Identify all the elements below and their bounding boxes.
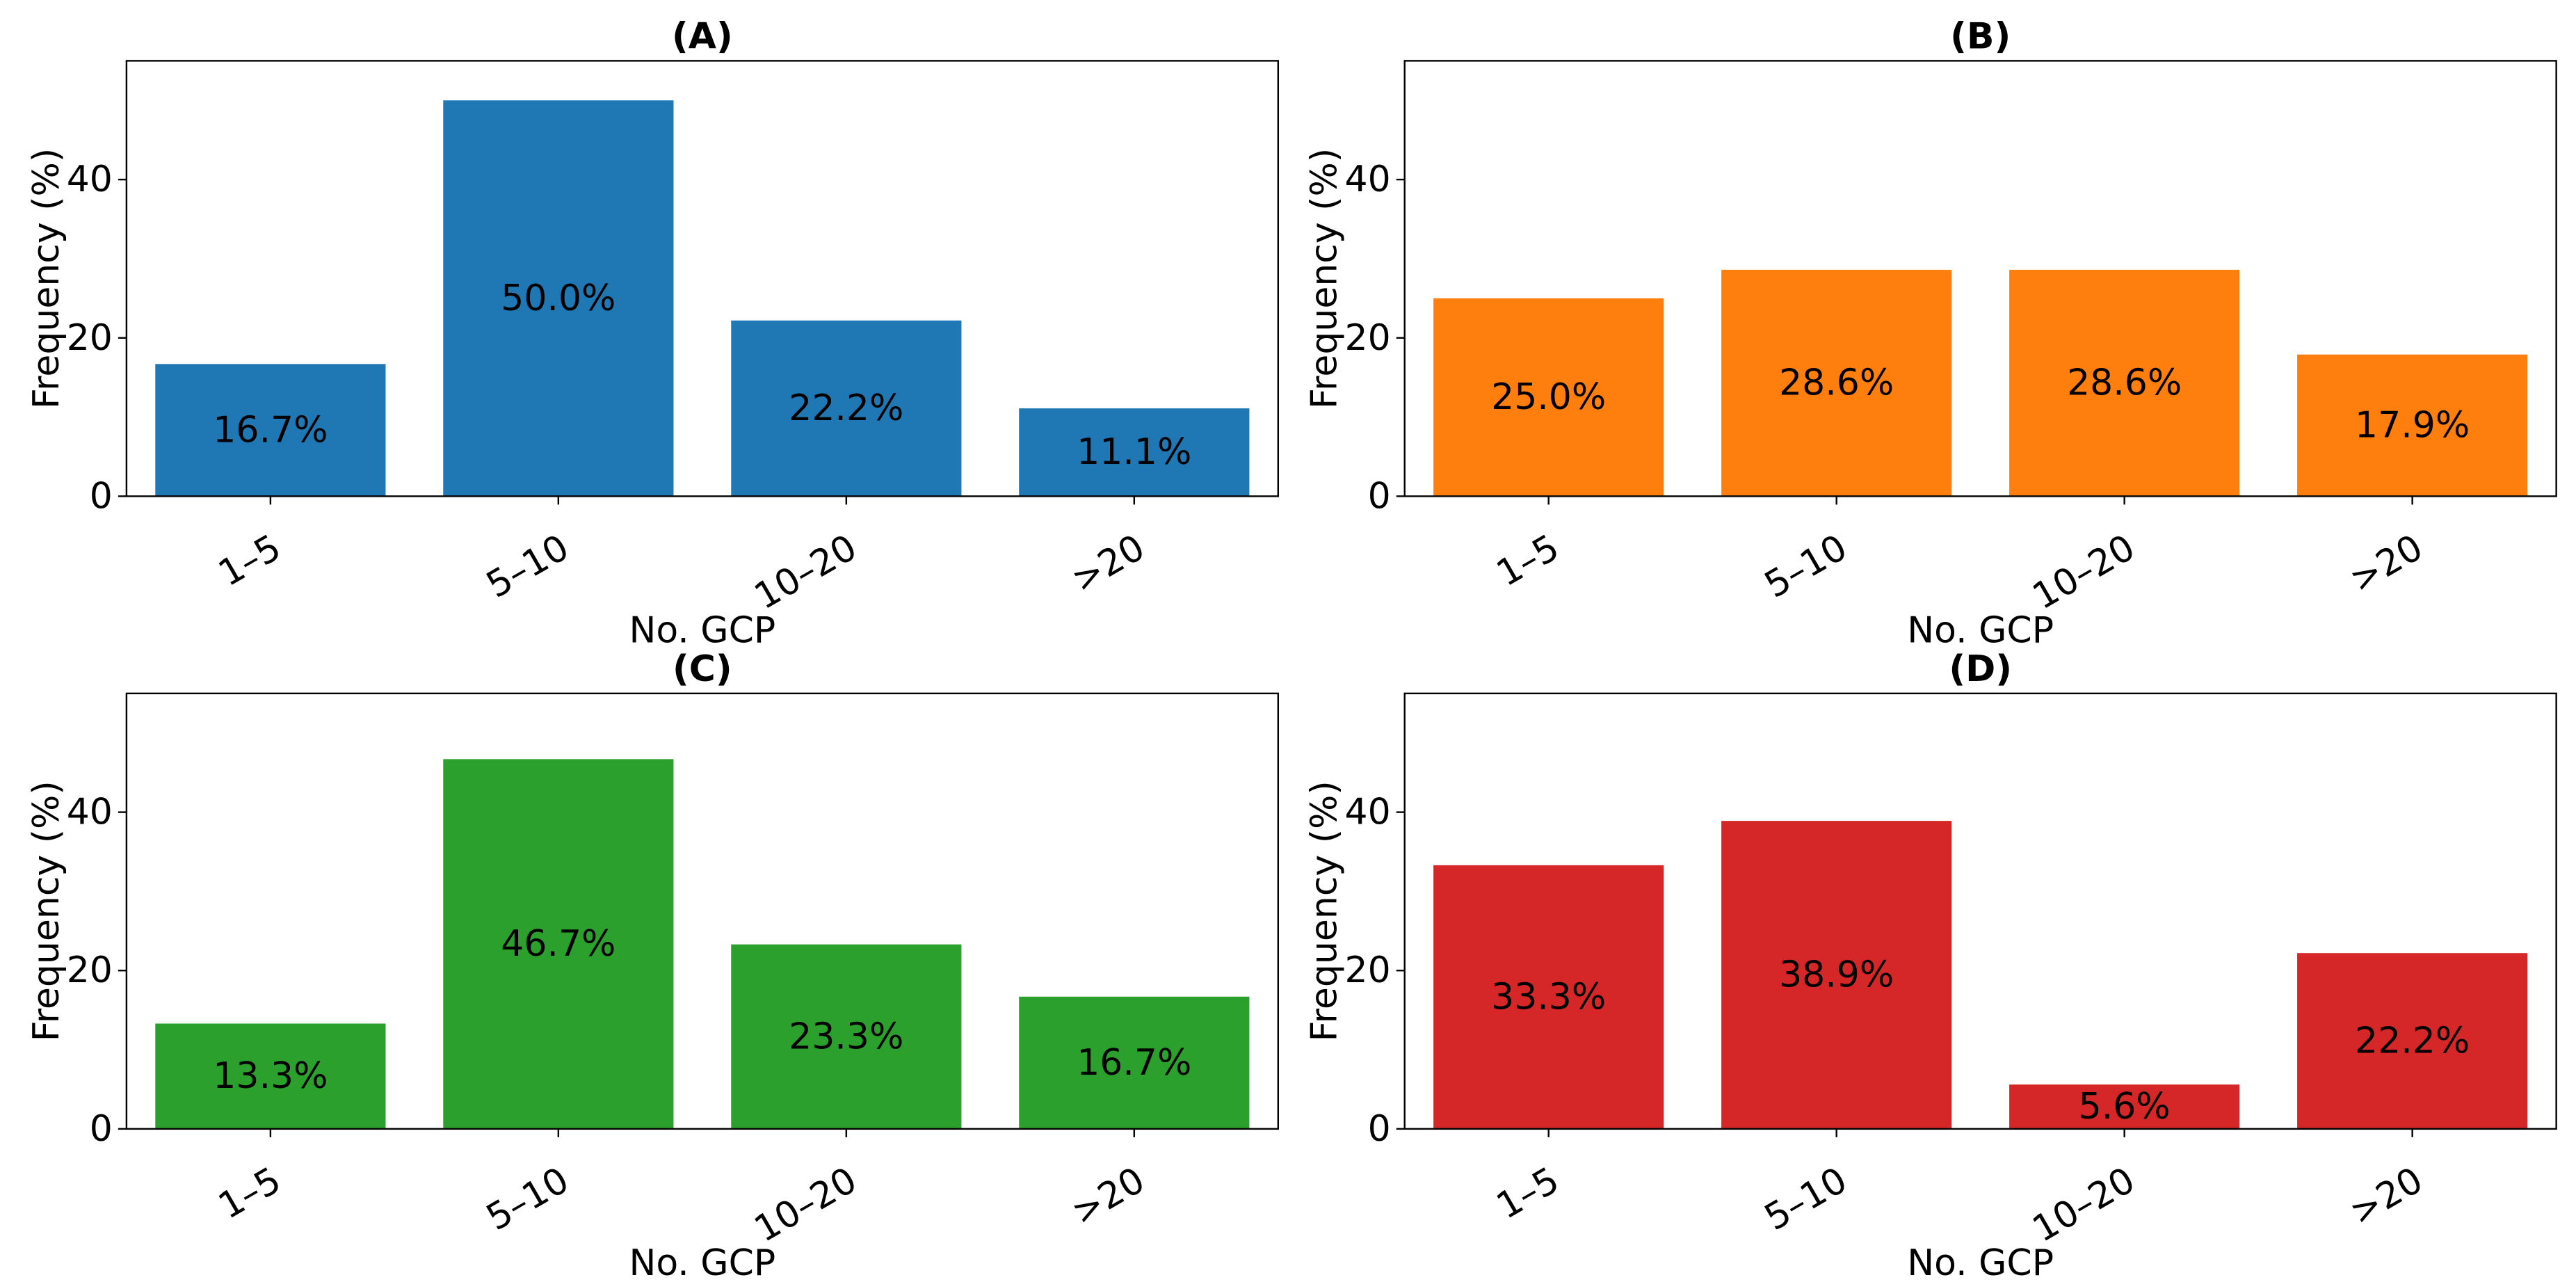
panel-d-xtick-label-2: 5–10	[1758, 1160, 1854, 1240]
panel-d-bar-label-2: 38.9%	[1779, 954, 1894, 995]
panel-b-bar-2	[1721, 269, 1952, 497]
panel-b-ytick-label-1: 20	[1345, 317, 1391, 359]
panel-d-ytick-label-0: 0	[1368, 1108, 1391, 1150]
panel-d-bar-2	[1721, 821, 1952, 1129]
panel-a-ylabel: Frequency (%)	[26, 148, 67, 409]
panel-b-bar-label-3: 28.6%	[2067, 362, 2182, 404]
panel-d-bar-label-1: 33.3%	[1491, 976, 1606, 1018]
panel-d-xtick-label-1: 1–5	[1490, 1160, 1566, 1228]
panel-a-title: (A)	[672, 15, 733, 57]
panel-c-xtick-label-2: 5–10	[480, 1160, 576, 1240]
panel-d-bar-label-3: 5.6%	[2079, 1086, 2171, 1128]
panel-a-bar-2	[443, 100, 674, 497]
panel-b-ytick-label-2: 40	[1345, 159, 1391, 200]
panel-d-xtick-label-3: 10–20	[2026, 1160, 2142, 1251]
panel-c-xtick-label-4: >20	[1065, 1160, 1152, 1234]
panel-a-xtick-label-2: 5–10	[480, 527, 576, 607]
panel-a-bar-label-2: 50.0%	[501, 278, 615, 319]
panel-a-ytick-label-0: 0	[90, 475, 113, 517]
panel-c-bar-4	[1019, 996, 1250, 1129]
panel-c-ylabel: Frequency (%)	[26, 780, 67, 1041]
panel-b-xtick-label-3: 10–20	[2026, 527, 2142, 618]
panel-a-bar-label-4: 11.1%	[1077, 431, 1191, 473]
panel-a-xtick-label-4: >20	[1065, 527, 1152, 601]
panel-a-ytick-label-2: 40	[67, 159, 113, 200]
panel-d-xlabel: No. GCP	[1907, 1242, 2054, 1282]
panel-b-ylabel: Frequency (%)	[1304, 148, 1346, 409]
panel-c-ytick-label-0: 0	[90, 1108, 113, 1150]
panel-a-xlabel: No. GCP	[629, 609, 775, 651]
panel-d-bar-3	[2009, 1084, 2240, 1129]
panel-c-bar-label-4: 16.7%	[1077, 1042, 1191, 1084]
panel-a-bar-1	[155, 364, 386, 497]
panel-d-bar-label-4: 22.2%	[2355, 1020, 2470, 1062]
panel-b-bar-4	[2297, 354, 2528, 497]
panel-d-xtick-label-4: >20	[2343, 1160, 2430, 1234]
panel-c-bar-label-1: 13.3%	[213, 1055, 328, 1097]
panel-b-xlabel: No. GCP	[1907, 609, 2054, 651]
panel-c-xtick-label-3: 10–20	[748, 1160, 864, 1251]
panel-b-bar-label-1: 25.0%	[1491, 376, 1606, 418]
panel-d-ytick-label-2: 40	[1345, 792, 1391, 833]
panel-a-xtick-label-1: 1–5	[211, 527, 288, 595]
panel-d-bar-1	[1433, 865, 1664, 1129]
panel-c-axes-frame	[125, 692, 1280, 1130]
panel-a-xtick-label-3: 10–20	[748, 527, 864, 618]
panel-b-bar-3	[2009, 269, 2240, 497]
panel-b-bar-label-2: 28.6%	[1779, 362, 1894, 404]
panel-c-bar-label-3: 23.3%	[789, 1016, 903, 1057]
panel-a-bar-label-1: 16.7%	[213, 409, 328, 451]
panel-c-ytick-label-2: 40	[67, 792, 113, 833]
panel-c-title: (C)	[673, 648, 732, 690]
panel-c-ytick-label-1: 20	[67, 950, 113, 991]
panel-a-axes-frame	[125, 60, 1280, 497]
panel-c-bar-3	[731, 944, 962, 1129]
panel-d-bar-4	[2297, 953, 2528, 1129]
panel-a-ytick-label-1: 20	[67, 317, 113, 359]
panel-d-title: (D)	[1949, 648, 2012, 690]
panel-b-xtick-label-1: 1–5	[1490, 527, 1566, 595]
panel-b-bar-1	[1433, 298, 1664, 497]
panel-b-bar-label-4: 17.9%	[2355, 405, 2470, 447]
panel-b-axes-frame	[1403, 60, 2557, 497]
panel-b-ytick-label-0: 0	[1368, 475, 1391, 517]
panel-a-bar-4	[1019, 408, 1250, 497]
panel-c-xlabel: No. GCP	[629, 1242, 775, 1282]
panel-c-xtick-label-1: 1–5	[211, 1160, 288, 1228]
panel-d-ylabel: Frequency (%)	[1304, 780, 1346, 1041]
panel-d-axes-frame	[1403, 692, 2557, 1130]
panel-a-bar-3	[731, 320, 962, 497]
panel-b-xtick-label-4: >20	[2343, 527, 2430, 601]
panel-c-bar-1	[155, 1023, 386, 1129]
panel-b-xtick-label-2: 5–10	[1758, 527, 1854, 607]
panel-c-bar-label-2: 46.7%	[501, 923, 615, 965]
panel-a-bar-label-3: 22.2%	[789, 387, 903, 429]
panel-c-bar-2	[443, 759, 674, 1129]
panel-d-ytick-label-1: 20	[1345, 950, 1391, 991]
panel-b-title: (B)	[1950, 15, 2011, 57]
